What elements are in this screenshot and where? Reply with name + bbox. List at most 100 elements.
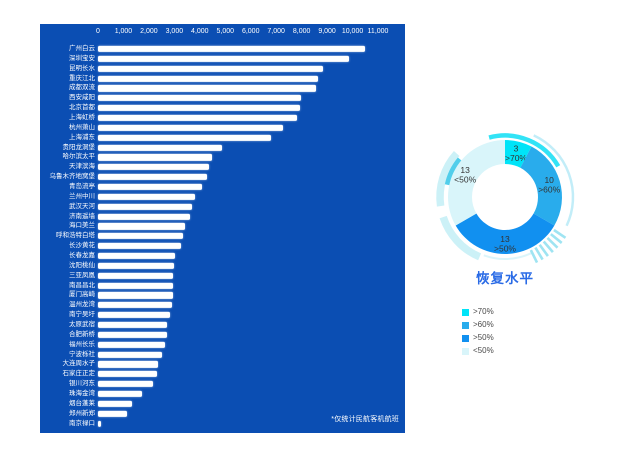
x-axis-tick: 7,000 <box>267 28 285 35</box>
bar <box>98 183 202 191</box>
bar <box>98 164 209 171</box>
bar-category-label: 厦门高崎 <box>69 291 95 299</box>
bar <box>98 390 143 398</box>
x-axis-tick: 10,000 <box>341 28 364 35</box>
bar-category-label: 烟台蓬莱 <box>69 399 95 407</box>
bar-category-label: 杭州萧山 <box>69 123 95 131</box>
bar <box>98 292 173 299</box>
x-axis-tick: 4,000 <box>191 28 209 35</box>
x-axis-tick: 0 <box>96 28 100 35</box>
donut-slice-label: 13 >50% <box>494 234 516 254</box>
bar <box>98 262 175 269</box>
bar-category-label: 西安咸阳 <box>69 93 95 101</box>
bar-row: 呼和浩特白塔 <box>40 231 405 241</box>
bar-row: 三亚凤凰 <box>40 271 405 281</box>
x-axis-tick: 2,000 <box>140 28 158 35</box>
legend-swatch-icon <box>462 321 469 329</box>
bar-category-label: 北京首都 <box>69 103 95 111</box>
x-axis-tick: 11,000 <box>367 28 389 35</box>
donut-slice-70 <box>505 140 532 168</box>
bar <box>98 213 190 220</box>
bar-row: 青岛流亭 <box>40 182 405 192</box>
bar-category-label: 温州龙湾 <box>69 301 95 309</box>
bar-category-label: 天津滨海 <box>69 162 95 170</box>
donut-hatch-stripe <box>553 228 567 239</box>
bar-category-label: 重庆江北 <box>69 74 95 82</box>
bar <box>98 45 365 53</box>
bar-row: 昆明长水 <box>40 64 405 74</box>
bar-category-label: 合肥新桥 <box>69 330 95 338</box>
bar <box>98 154 213 161</box>
bar-category-label: 郑州新郑 <box>69 409 95 417</box>
bar-row: 杭州萧山 <box>40 123 405 133</box>
bar-row: 石家庄正定 <box>40 369 405 379</box>
bar-row: 南宁吴圩 <box>40 310 405 320</box>
donut-slice-60 <box>520 146 562 226</box>
donut-slice-label: 13 <50% <box>454 165 476 185</box>
bar <box>98 331 167 338</box>
legend-item: >60% <box>462 321 494 329</box>
legend-item: >70% <box>462 308 494 316</box>
bar-row: 乌鲁木齐地窝堡 <box>40 172 405 182</box>
donut-hatch-stripe <box>529 249 539 264</box>
bar-row: 大连周水子 <box>40 360 405 370</box>
bar-category-label: 福州长乐 <box>69 340 95 348</box>
bar-row: 南昌昌北 <box>40 281 405 291</box>
bar-row: 上海浦东 <box>40 133 405 143</box>
bar-category-label: 哈尔滨太平 <box>62 153 96 161</box>
bar-row: 珠海金湾 <box>40 389 405 399</box>
donut-hatch-stripe <box>538 243 549 257</box>
bar-row: 广州白云 <box>40 44 405 54</box>
bar-row: 西安咸阳 <box>40 93 405 103</box>
bar-row: 郑州新郑 <box>40 409 405 419</box>
bar <box>98 381 153 388</box>
donut-decor-arc <box>488 133 561 168</box>
bar-row: 长沙黄花 <box>40 241 405 251</box>
bar <box>98 114 297 122</box>
donut-hatch-stripe <box>546 237 559 249</box>
bar-category-label: 银川河东 <box>69 379 95 387</box>
bar-category-label: 青岛流亭 <box>69 182 95 190</box>
chart-footnote: *仅统计民航客机航班 <box>331 416 399 423</box>
donut-slice-label: 10 >60% <box>538 175 560 195</box>
bar <box>98 272 174 279</box>
bar <box>98 351 163 358</box>
bar-category-label: 大连周水子 <box>62 360 96 368</box>
bar-category-label: 南宁吴圩 <box>69 310 95 318</box>
donut-hatch-stripe <box>534 246 544 261</box>
bar <box>98 233 184 240</box>
bar-category-label: 长春龙嘉 <box>69 251 95 259</box>
bar-row: 长春龙嘉 <box>40 251 405 261</box>
bar <box>98 302 172 309</box>
legend-swatch-icon <box>462 347 469 355</box>
bar-category-label: 贵阳龙洞堡 <box>62 143 96 151</box>
bar-category-label: 呼和浩特白塔 <box>56 232 95 239</box>
bar <box>98 85 316 92</box>
donut-decor-arc <box>533 134 575 227</box>
bar-category-label: 上海浦东 <box>69 133 95 141</box>
bar-category-label: 南昌昌北 <box>69 281 95 289</box>
bar-row: 烟台蓬莱 <box>40 399 405 409</box>
bar <box>98 104 301 112</box>
x-axis-tick: 6,000 <box>241 28 260 35</box>
bar <box>98 341 165 348</box>
bar <box>98 410 128 417</box>
bar <box>98 95 302 102</box>
bar <box>98 361 159 368</box>
legend-swatch-icon <box>462 334 469 342</box>
bar-row: 太原武宿 <box>40 320 405 330</box>
bar-row: 天津滨海 <box>40 162 405 172</box>
bar-row: 哈尔滨太平 <box>40 152 405 162</box>
donut-slice-50 <box>455 213 555 254</box>
bar-row: 南京禄口 <box>40 419 405 429</box>
recovery-donut-chart: 3 >70% 10 >60% 13 >50% 13 <50% <box>420 112 590 282</box>
bar-row: 重庆江北 <box>40 74 405 84</box>
bar-row: 上海虹桥 <box>40 113 405 123</box>
x-axis-tick: 5,000 <box>216 28 235 35</box>
donut-title: 恢复水平 <box>476 271 534 286</box>
bar <box>98 282 174 289</box>
donut-decor-arc <box>444 157 463 186</box>
bar-category-label: 成都双流 <box>69 84 95 92</box>
bar <box>98 65 324 72</box>
